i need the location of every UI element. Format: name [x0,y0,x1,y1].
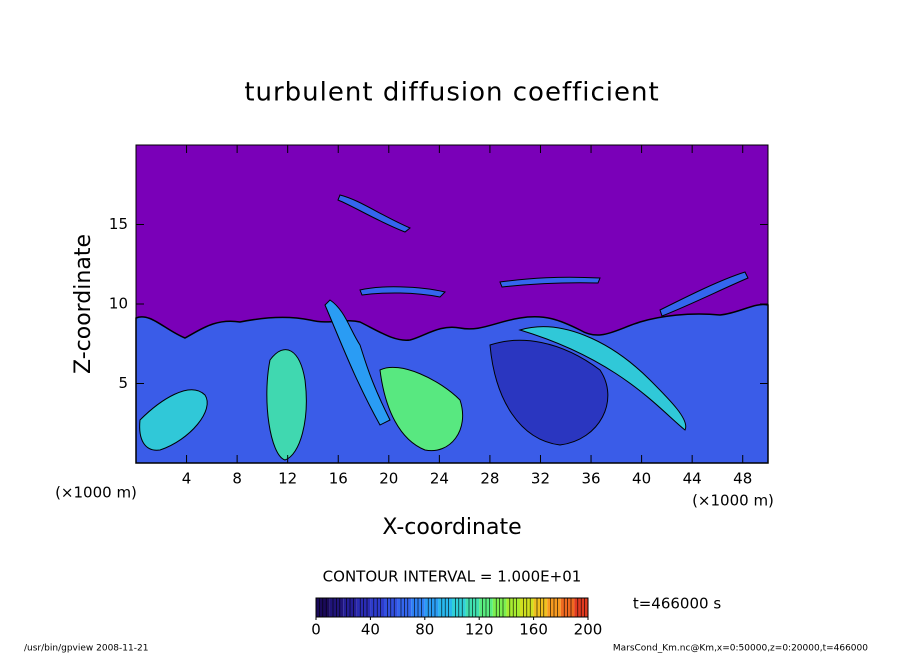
x-tick-label: 8 [232,470,242,488]
time-label: t=466000 s [633,595,721,613]
x-tick-label: 12 [278,470,297,488]
field-blob [337,194,411,233]
x-tick-label: 36 [581,470,600,488]
x-tick-label: 32 [531,470,550,488]
field-blob [324,299,391,426]
colorbar-tick-label: 40 [361,621,380,639]
y-tick-label: 10 [109,295,128,313]
y-tick-label: 5 [118,374,128,392]
field-blob [659,271,749,317]
x-unit-label-right: (×1000 m) [692,492,774,510]
x-tick-label: 28 [480,470,499,488]
x-unit-label-left: (×1000 m) [55,484,137,502]
x-axis-label: X-coordinate [382,515,521,540]
x-tick-label: 48 [733,470,752,488]
field-blob [266,349,307,461]
x-tick-label: 4 [182,470,192,488]
x-tick-label: 44 [683,470,702,488]
contour-interval: CONTOUR INTERVAL = 1.000E+01 [323,568,582,586]
colorbar-tick-label: 200 [574,621,603,639]
footer-right: MarsCond_Km.nc@Km,x=0:50000,z=0:20000,t=… [613,644,868,654]
colorbar-frame [315,597,589,618]
field-blob [499,276,601,288]
field [135,145,769,464]
x-tick-label: 16 [329,470,348,488]
x-tick-label: 40 [632,470,651,488]
y-axis-label: Z-coordinate [71,234,96,374]
y-tick-label: 15 [109,215,128,233]
field-blob [379,366,464,452]
field-blob [518,326,687,431]
footer-left: /usr/bin/gpview 2008-11-21 [24,644,148,654]
field-blob [359,286,446,298]
colorbar-tick-label: 0 [311,621,321,639]
colorbar-tick-label: 160 [519,621,548,639]
x-tick-label: 24 [430,470,449,488]
chart-title: turbulent diffusion coefficient [244,78,659,108]
field-blob [489,339,609,446]
colorbar-tick-label: 120 [465,621,494,639]
x-tick-label: 20 [379,470,398,488]
colorbar-tick-label: 80 [415,621,434,639]
field-blob [139,389,208,451]
